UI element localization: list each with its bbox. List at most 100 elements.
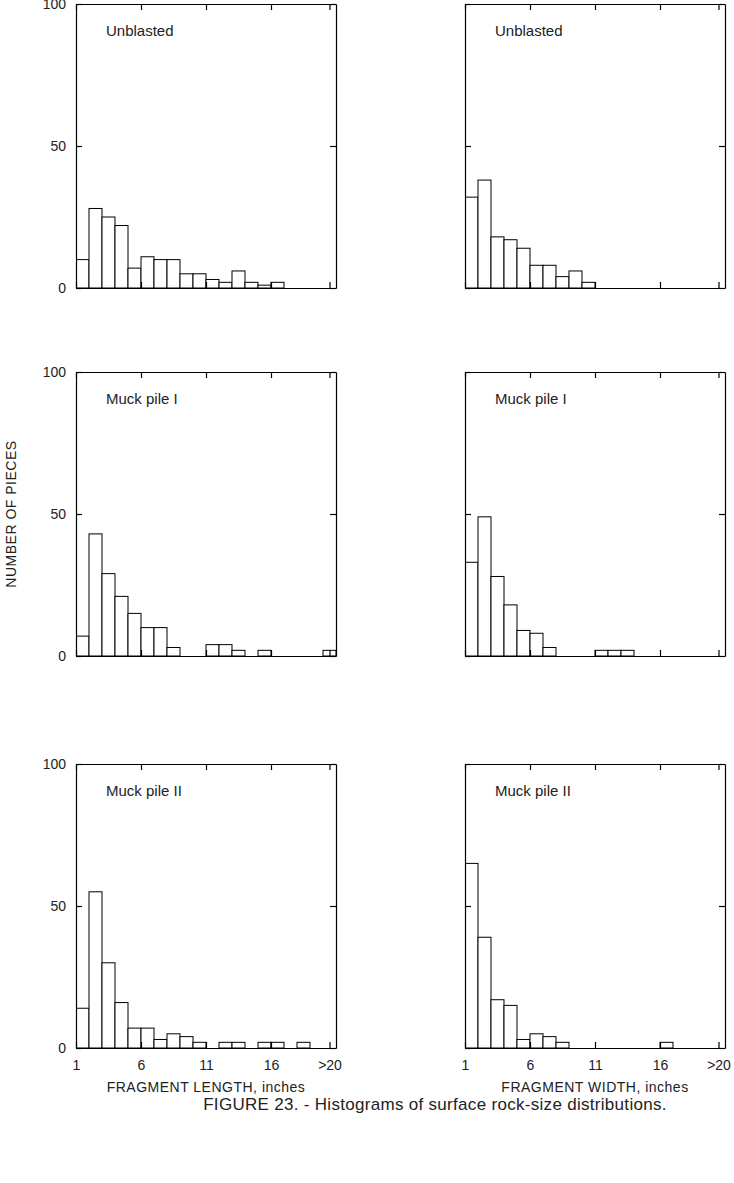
histogram-bar bbox=[115, 596, 128, 656]
tick-mark bbox=[206, 764, 207, 770]
tick bbox=[719, 764, 720, 770]
tick: 50 bbox=[50, 138, 82, 154]
tick-label: 6 bbox=[138, 1057, 146, 1073]
tick-mark bbox=[465, 4, 466, 10]
tick-label: >20 bbox=[318, 1057, 342, 1073]
tick-mark bbox=[206, 650, 207, 656]
histogram-bar bbox=[491, 237, 504, 288]
histogram-bar bbox=[297, 1042, 310, 1048]
plot-area bbox=[465, 863, 673, 1048]
tick-mark bbox=[660, 282, 661, 288]
tick-mark bbox=[271, 764, 272, 770]
tick-mark bbox=[595, 1042, 596, 1048]
histogram-panel: Unblasted bbox=[465, 4, 726, 289]
tick-mark bbox=[329, 764, 330, 770]
y-right-axis bbox=[719, 5, 726, 289]
histogram-bar bbox=[556, 277, 569, 288]
tick-mark bbox=[141, 372, 142, 378]
axis-line bbox=[466, 656, 726, 657]
tick bbox=[330, 372, 331, 378]
histogram-bar bbox=[608, 650, 621, 656]
histogram-bar bbox=[660, 1042, 673, 1048]
tick bbox=[141, 764, 142, 770]
tick-mark bbox=[76, 4, 77, 10]
tick-mark bbox=[141, 4, 142, 10]
tick bbox=[141, 282, 142, 288]
tick bbox=[330, 650, 331, 656]
histogram-bar bbox=[517, 630, 530, 656]
tick bbox=[330, 514, 336, 515]
tick-mark bbox=[76, 650, 77, 656]
tick-mark bbox=[718, 282, 719, 288]
tick-label: 50 bbox=[50, 898, 66, 914]
histogram-bar bbox=[89, 534, 102, 656]
tick bbox=[719, 906, 725, 907]
tick-mark bbox=[718, 4, 719, 10]
tick-mark bbox=[76, 372, 77, 378]
tick-label: >20 bbox=[707, 1057, 731, 1073]
histogram-bar bbox=[232, 1042, 245, 1048]
histogram-bar bbox=[478, 180, 491, 288]
tick-mark bbox=[718, 650, 719, 656]
tick-mark bbox=[595, 372, 596, 378]
tick bbox=[206, 372, 207, 378]
tick-mark bbox=[530, 1042, 531, 1048]
tick bbox=[595, 282, 596, 288]
tick bbox=[595, 4, 596, 10]
histogram-bar bbox=[115, 226, 128, 288]
tick-mark bbox=[660, 1042, 661, 1048]
tick bbox=[465, 906, 471, 907]
tick-mark bbox=[530, 4, 531, 10]
histogram-bar bbox=[465, 197, 478, 288]
histogram-bar bbox=[491, 1000, 504, 1048]
x-top-axis bbox=[466, 372, 726, 378]
axis-line bbox=[77, 1048, 337, 1049]
tick: 50 bbox=[50, 898, 82, 914]
histogram-bar bbox=[258, 650, 271, 656]
histogram-bar bbox=[491, 576, 504, 656]
tick bbox=[76, 650, 77, 656]
tick-label: 0 bbox=[58, 1040, 66, 1056]
tick-mark bbox=[76, 906, 82, 907]
y-left-axis bbox=[465, 373, 471, 657]
tick-mark bbox=[595, 282, 596, 288]
histogram-bar bbox=[154, 1039, 167, 1048]
histogram-bar bbox=[465, 863, 478, 1048]
histogram-bar bbox=[206, 279, 219, 288]
x-top-axis bbox=[77, 764, 337, 770]
histogram-bar bbox=[76, 1008, 89, 1048]
tick-mark bbox=[718, 372, 719, 378]
panel-title: Unblasted bbox=[495, 22, 563, 39]
tick bbox=[719, 650, 720, 656]
histogram-bar bbox=[193, 274, 206, 288]
tick: 16 bbox=[653, 1042, 669, 1073]
histogram-bar bbox=[504, 1005, 517, 1048]
histogram-bar bbox=[154, 260, 167, 288]
histogram-bar bbox=[206, 645, 219, 656]
tick bbox=[76, 372, 77, 378]
histogram-bar bbox=[621, 650, 634, 656]
tick-mark bbox=[465, 282, 466, 288]
tick-mark bbox=[141, 650, 142, 656]
histogram-bar bbox=[543, 265, 556, 288]
tick bbox=[330, 282, 331, 288]
histogram-bar bbox=[504, 605, 517, 656]
histogram-bar bbox=[271, 1042, 284, 1048]
tick bbox=[530, 4, 531, 10]
tick-mark bbox=[329, 650, 330, 656]
x-bottom-axis bbox=[466, 650, 726, 657]
histogram-bar bbox=[258, 285, 271, 288]
tick-label: 50 bbox=[50, 138, 66, 154]
tick-mark bbox=[660, 764, 661, 770]
tick-label: 11 bbox=[199, 1057, 214, 1073]
tick-label: 1 bbox=[462, 1057, 470, 1073]
tick bbox=[330, 764, 331, 770]
panel-title: Muck pile I bbox=[106, 390, 178, 407]
tick-mark bbox=[329, 4, 330, 10]
axis-line bbox=[77, 656, 337, 657]
histogram-bar bbox=[167, 647, 180, 656]
tick-mark bbox=[719, 514, 725, 515]
y-right-axis bbox=[330, 5, 337, 289]
tick bbox=[206, 764, 207, 770]
x-axis-title: FRAGMENT LENGTH, inches bbox=[107, 1079, 306, 1095]
